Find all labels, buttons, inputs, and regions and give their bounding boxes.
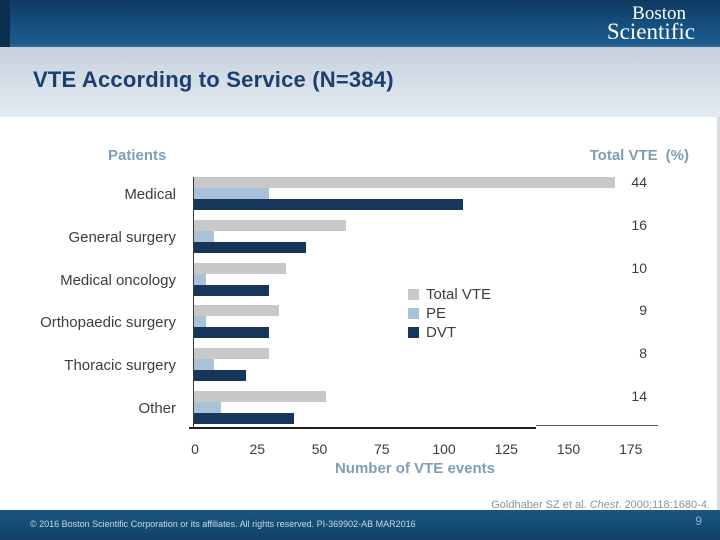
slide-right-edge <box>717 117 720 510</box>
x-axis-tick-label: 175 <box>619 441 643 457</box>
page-number: 9 <box>695 514 702 528</box>
bar-total-vte <box>194 262 286 274</box>
category-label: Thoracic surgery <box>64 357 176 374</box>
x-axis-title: Number of VTE events <box>334 460 496 477</box>
bar-dvt <box>194 327 269 339</box>
citation-rest: . 2000;118:1680-4. <box>618 499 710 511</box>
citation-journal: Chest <box>589 499 619 511</box>
citation-authors: Goldhaber SZ et al. <box>491 499 590 511</box>
logo-text-line1: Boston <box>632 3 686 24</box>
bar-pe <box>194 359 214 370</box>
bar-dvt <box>194 284 269 296</box>
total-vte-percent-value: 10 <box>631 259 647 276</box>
page-title: VTE According to Service (N=384) <box>33 67 394 92</box>
legend-swatch-total-vte <box>408 289 419 300</box>
total-vte-percent-value: 16 <box>631 216 647 233</box>
bar-total-vte <box>194 177 615 188</box>
x-axis-tick-label: 0 <box>191 441 199 457</box>
legend-label: Total VTE <box>426 286 492 303</box>
bar-total-vte <box>194 219 346 231</box>
x-axis-tick-label: 50 <box>311 441 328 457</box>
bar-pe <box>194 188 269 199</box>
footer-bar <box>0 510 720 540</box>
x-axis-tick-label: 100 <box>432 441 456 457</box>
category-label: General surgery <box>68 228 176 246</box>
legend-swatch-dvt <box>408 327 419 338</box>
x-axis-tick-label: 25 <box>249 441 266 457</box>
bar-dvt <box>194 241 306 253</box>
legend-label: DVT <box>426 324 456 341</box>
total-vte-percent-value: 14 <box>631 387 647 404</box>
bar-pe <box>194 273 206 285</box>
boston-scientific-logo: Boston Scientific <box>607 4 695 43</box>
x-axis-tick-label: 125 <box>494 441 518 457</box>
category-label: Medical <box>124 186 176 203</box>
category-axis-line <box>193 177 194 428</box>
column-header-percent-unit: (%) <box>665 147 689 164</box>
bar-pe <box>194 316 206 328</box>
bar-dvt <box>194 370 246 381</box>
bar-dvt <box>194 412 294 424</box>
footer-copyright: © 2016 Boston Scientific Corporation or … <box>30 519 416 529</box>
bar-pe <box>194 230 214 242</box>
top-banner: Boston Scientific <box>0 0 720 47</box>
total-vte-percent-value: 44 <box>631 174 647 190</box>
column-header-patients: Patients <box>108 147 167 164</box>
citation: Goldhaber SZ et al. Chest. 2000;118:1680… <box>479 487 710 523</box>
title-band <box>0 47 720 117</box>
banner-accent-stripe <box>0 0 10 47</box>
bar-total-vte <box>194 305 279 317</box>
legend-swatch-pe <box>408 308 419 319</box>
column-header-total-vte: Total VTE (%) <box>590 147 689 164</box>
bar-total-vte <box>194 390 326 402</box>
total-vte-percent-value: 9 <box>639 302 647 319</box>
category-label: Other <box>138 399 176 417</box>
category-label: Orthopaedic surgery <box>40 314 176 332</box>
logo-text-line2: Scientific <box>606 19 695 44</box>
x-axis-tick-label: 150 <box>556 441 581 457</box>
bar-dvt <box>194 199 463 210</box>
column-header-total-vte-label: Total VTE <box>589 147 658 164</box>
category-label: Medical oncology <box>60 271 176 289</box>
x-axis-line <box>189 427 536 429</box>
legend-label: PE <box>426 305 447 322</box>
total-vte-percent-value: 8 <box>639 345 647 361</box>
bar-pe <box>194 401 221 413</box>
bar-total-vte <box>194 348 269 359</box>
x-axis-tick-label: 75 <box>373 441 390 457</box>
percent-column-underline <box>536 425 658 426</box>
